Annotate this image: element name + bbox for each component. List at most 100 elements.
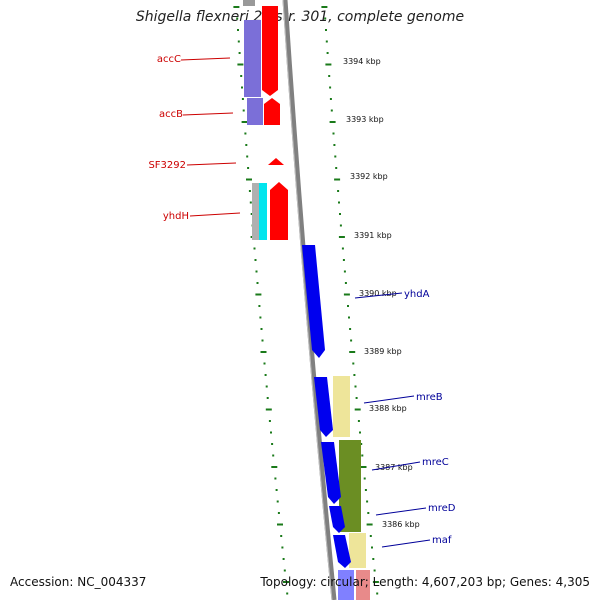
tick-mark <box>255 270 258 273</box>
top-feature-grey[interactable] <box>243 0 255 6</box>
yhdH-cds[interactable] <box>270 182 288 240</box>
tick-mark <box>274 477 277 480</box>
yhdH-connector <box>189 212 241 217</box>
bottom-feature-pink[interactable] <box>356 570 370 600</box>
tick-mark <box>347 305 349 307</box>
tick-mark <box>236 17 239 20</box>
tick-mark <box>245 144 248 146</box>
tick-marks <box>233 6 379 595</box>
tick-mark <box>343 293 350 296</box>
gene-label-maf[interactable]: maf <box>432 535 452 546</box>
gene-label-SF3292[interactable]: SF3292 <box>148 160 186 171</box>
tick-mark <box>268 420 271 422</box>
tick-mark <box>354 385 357 388</box>
kbp-label: 3389 kbp <box>364 347 402 356</box>
tick-mark <box>325 40 328 43</box>
tick-mark <box>359 431 361 434</box>
tick-mark <box>364 489 367 491</box>
tick-mark <box>241 98 244 100</box>
tick-mark <box>277 512 280 514</box>
yhdH-feature-grey[interactable] <box>252 183 260 240</box>
tick-mark <box>357 420 360 422</box>
tick-mark <box>286 592 289 595</box>
tick-mark <box>265 408 272 411</box>
gene-label-accC[interactable]: accC <box>157 54 181 65</box>
tick-mark <box>248 190 251 192</box>
maf-cds[interactable] <box>333 535 351 568</box>
tick-mark <box>369 535 372 537</box>
tick-mark <box>371 546 373 549</box>
tick-mark <box>240 75 243 77</box>
accB-cds[interactable] <box>264 98 280 125</box>
tick-mark <box>349 351 356 353</box>
tick-mark <box>372 581 379 583</box>
accB-feature[interactable] <box>247 98 263 125</box>
tick-mark <box>353 374 356 376</box>
tick-mark <box>337 190 340 192</box>
tick-mark <box>237 29 239 31</box>
mreC-connector <box>371 461 421 471</box>
tick-mark <box>360 466 367 468</box>
maf-feature[interactable] <box>349 533 366 568</box>
gene-label-yhdA[interactable]: yhdA <box>404 289 430 300</box>
tick-mark <box>265 385 268 388</box>
yhdA-connector <box>354 292 403 299</box>
mreD-cds[interactable] <box>329 506 345 533</box>
tick-mark <box>266 397 269 399</box>
kbp-label: 3391 kbp <box>354 231 392 240</box>
tick-mark <box>344 282 347 284</box>
tick-mark <box>242 109 245 112</box>
tick-mark <box>349 328 352 330</box>
accC-cds[interactable] <box>262 6 278 96</box>
gene-label-yhdH[interactable]: yhdH <box>163 211 189 222</box>
mreB-connector <box>363 395 415 404</box>
yhdA-cds[interactable] <box>302 245 325 358</box>
tick-mark <box>237 63 244 66</box>
gene-label-mreD[interactable]: mreD <box>428 503 456 514</box>
mreC-feature[interactable] <box>339 440 361 532</box>
tick-mark <box>260 351 267 353</box>
tick-mark <box>271 466 278 468</box>
SF3292-cds[interactable] <box>268 158 284 165</box>
accC-feature[interactable] <box>244 20 261 97</box>
tick-mark <box>360 443 363 445</box>
tick-mark <box>260 328 263 330</box>
tick-mark <box>283 569 286 572</box>
tick-mark <box>329 121 336 123</box>
tick-mark <box>281 546 284 549</box>
yhdH-feature-cyan[interactable] <box>259 183 267 240</box>
bottom-feature-blue[interactable] <box>338 570 354 600</box>
tick-mark <box>342 259 345 261</box>
tick-mark <box>354 408 361 411</box>
tick-mark <box>366 523 373 526</box>
tick-mark <box>244 132 247 135</box>
tick-mark <box>250 213 253 215</box>
tick-mark <box>343 270 346 273</box>
tick-mark <box>241 86 243 89</box>
mreB-feature[interactable] <box>333 376 350 437</box>
tick-mark <box>241 121 248 123</box>
tick-mark <box>325 63 332 66</box>
tick-mark <box>372 558 375 560</box>
gene-label-accB[interactable]: accB <box>159 109 183 120</box>
tick-mark <box>326 52 329 54</box>
tick-mark <box>328 75 331 77</box>
accC-connector <box>180 57 231 61</box>
tick-mark <box>261 339 264 342</box>
mreB-cds[interactable] <box>314 377 333 437</box>
gene-label-mreC[interactable]: mreC <box>422 457 449 468</box>
tick-mark <box>249 201 252 204</box>
kbp-label: 3392 kbp <box>350 172 388 181</box>
tick-mark <box>253 247 256 250</box>
mreC-cds[interactable] <box>321 442 341 504</box>
tick-mark <box>233 6 240 8</box>
tick-mark <box>339 224 342 227</box>
tick-mark <box>373 569 376 572</box>
kbp-labels: 3394 kbp 3393 kbp 3392 kbp 3391 kbp 3390… <box>343 57 420 529</box>
gene-label-mreB[interactable]: mreB <box>416 392 443 403</box>
tick-mark <box>247 167 250 169</box>
tick-mark <box>237 40 240 43</box>
accB-connector <box>182 112 234 116</box>
tick-mark <box>275 489 278 491</box>
